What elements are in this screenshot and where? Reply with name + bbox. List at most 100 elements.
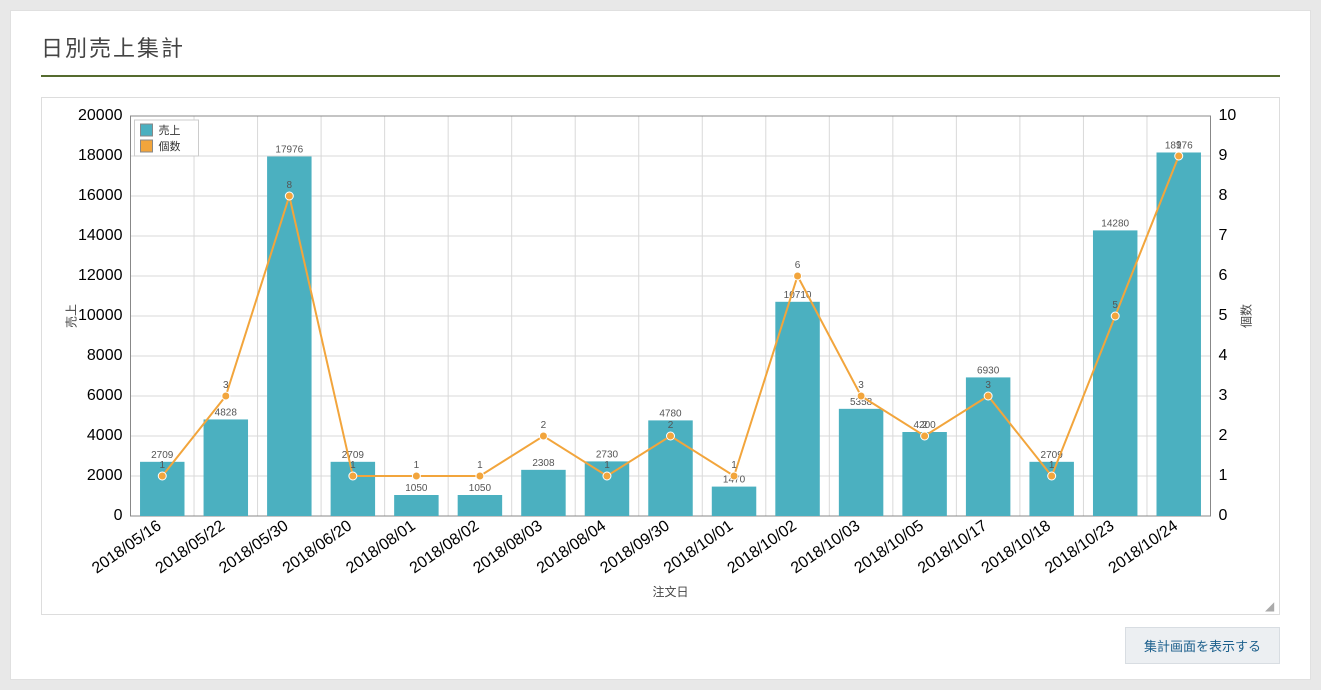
sales-chart: 0200040006000800010000120001400016000180…	[50, 106, 1271, 606]
svg-text:2018/06/20: 2018/06/20	[280, 517, 355, 577]
svg-text:0: 0	[114, 507, 123, 524]
svg-text:7: 7	[1219, 227, 1228, 244]
svg-text:2: 2	[922, 420, 928, 431]
legend: 売上個数	[135, 120, 199, 156]
svg-text:5: 5	[1112, 300, 1118, 311]
svg-text:2018/08/04: 2018/08/04	[534, 517, 609, 577]
svg-text:8000: 8000	[87, 347, 123, 364]
svg-text:1: 1	[350, 460, 356, 471]
svg-text:6: 6	[795, 260, 801, 271]
svg-text:3: 3	[858, 380, 864, 391]
svg-text:8: 8	[287, 180, 293, 191]
svg-text:10: 10	[1219, 107, 1237, 124]
svg-text:1: 1	[477, 460, 483, 471]
svg-text:1: 1	[159, 460, 165, 471]
svg-text:2730: 2730	[596, 449, 619, 460]
bar	[902, 432, 946, 516]
svg-text:2018/08/01: 2018/08/01	[343, 517, 418, 577]
report-panel: 日別売上集計 0 2000 4000 6000 8000 10000 12000 14000 1…	[10, 10, 1311, 680]
svg-text:8: 8	[1219, 187, 1228, 204]
svg-text:17976: 17976	[275, 144, 303, 155]
title-underline	[41, 75, 1280, 77]
line-marker	[476, 472, 484, 480]
svg-text:0: 0	[1219, 507, 1228, 524]
svg-text:3: 3	[985, 380, 991, 391]
line-marker	[349, 472, 357, 480]
svg-text:10000: 10000	[78, 307, 123, 324]
svg-text:9: 9	[1176, 140, 1182, 151]
bar	[458, 495, 502, 516]
bar	[521, 470, 565, 516]
svg-text:16000: 16000	[78, 187, 123, 204]
line-marker	[1048, 472, 1056, 480]
svg-text:2: 2	[1219, 427, 1228, 444]
svg-text:2018/10/02: 2018/10/02	[725, 517, 800, 577]
bar	[839, 409, 883, 516]
svg-text:12000: 12000	[78, 267, 123, 284]
svg-text:2000: 2000	[87, 467, 123, 484]
line-marker	[412, 472, 420, 480]
svg-text:18000: 18000	[78, 147, 123, 164]
svg-text:1050: 1050	[405, 483, 428, 494]
svg-text:2018/10/03: 2018/10/03	[788, 517, 863, 577]
svg-text:2: 2	[668, 420, 674, 431]
svg-text:2018/08/02: 2018/08/02	[407, 517, 482, 577]
bar	[1093, 230, 1137, 516]
svg-text:1050: 1050	[469, 483, 492, 494]
svg-text:2018/10/17: 2018/10/17	[915, 517, 990, 577]
svg-text:2018/05/16: 2018/05/16	[89, 517, 164, 577]
line-marker	[285, 192, 293, 200]
svg-text:2018/10/24: 2018/10/24	[1106, 517, 1181, 577]
svg-text:3: 3	[1219, 387, 1228, 404]
line-marker	[921, 432, 929, 440]
svg-text:1: 1	[414, 460, 420, 471]
svg-text:2018/10/23: 2018/10/23	[1042, 517, 1117, 577]
line-marker	[1175, 152, 1183, 160]
svg-text:2018/10/05: 2018/10/05	[852, 517, 927, 577]
line-marker	[730, 472, 738, 480]
bar	[775, 302, 819, 516]
svg-text:1: 1	[1049, 460, 1055, 471]
svg-text:2018/05/30: 2018/05/30	[216, 517, 291, 577]
bar	[204, 419, 248, 516]
svg-text:2: 2	[541, 420, 547, 431]
line-marker	[1111, 312, 1119, 320]
svg-text:1: 1	[1219, 467, 1228, 484]
bar	[267, 156, 311, 516]
svg-text:4000: 4000	[87, 427, 123, 444]
svg-text:6930: 6930	[977, 365, 1000, 376]
footer: 集計画面を表示する	[41, 627, 1280, 664]
svg-text:売上: 売上	[159, 124, 181, 137]
svg-text:4828: 4828	[215, 407, 238, 418]
svg-text:2308: 2308	[532, 458, 555, 469]
line-marker	[158, 472, 166, 480]
line-marker	[603, 472, 611, 480]
svg-text:2018/10/01: 2018/10/01	[661, 517, 736, 577]
svg-text:2018/08/03: 2018/08/03	[470, 517, 545, 577]
svg-text:4: 4	[1219, 347, 1228, 364]
svg-text:14280: 14280	[1101, 218, 1129, 229]
svg-text:3: 3	[223, 380, 229, 391]
bar	[712, 487, 756, 516]
bar	[394, 495, 438, 516]
svg-text:1: 1	[604, 460, 610, 471]
page-title: 日別売上集計	[41, 31, 1280, 75]
bar	[1157, 152, 1201, 516]
svg-text:2018/09/30: 2018/09/30	[597, 517, 672, 577]
svg-text:個数: 個数	[159, 140, 181, 153]
svg-text:14000: 14000	[78, 227, 123, 244]
svg-text:9: 9	[1219, 147, 1228, 164]
line-marker	[984, 392, 992, 400]
line-marker	[857, 392, 865, 400]
svg-text:6000: 6000	[87, 387, 123, 404]
svg-text:2018/05/22: 2018/05/22	[153, 517, 228, 577]
line-marker	[794, 272, 802, 280]
show-summary-button[interactable]: 集計画面を表示する	[1125, 627, 1280, 664]
svg-text:5: 5	[1219, 307, 1228, 324]
svg-text:20000: 20000	[78, 107, 123, 124]
svg-text:2018/10/18: 2018/10/18	[979, 517, 1054, 577]
svg-text:4780: 4780	[659, 408, 682, 419]
svg-text:個数: 個数	[1239, 304, 1254, 328]
svg-text:1: 1	[731, 460, 737, 471]
svg-text:注文日: 注文日	[652, 584, 688, 599]
